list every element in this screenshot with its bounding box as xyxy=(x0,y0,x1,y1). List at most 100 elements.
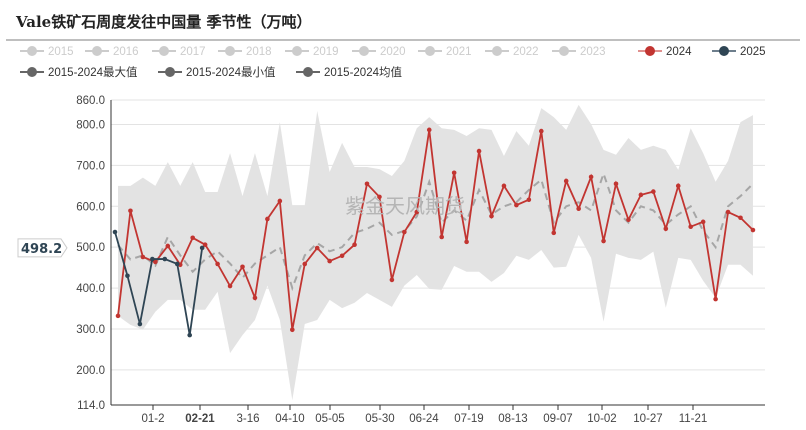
data-point-2024 xyxy=(202,242,208,248)
legend-label: 2015 xyxy=(48,46,74,58)
plot-area xyxy=(112,104,756,401)
x-tick-label: 02-21 xyxy=(185,413,215,425)
legend-item-2016[interactable]: 2016 xyxy=(85,46,139,58)
legend-marker xyxy=(225,46,235,56)
legend-marker xyxy=(645,46,655,56)
data-point-2024 xyxy=(290,327,295,333)
legend-marker xyxy=(559,46,569,56)
legend-item-2019[interactable]: 2019 xyxy=(285,46,339,58)
data-point-2024 xyxy=(738,215,743,221)
data-point-2024 xyxy=(389,277,395,283)
data-point-2024 xyxy=(576,206,581,212)
legend-item-2021[interactable]: 2021 xyxy=(418,46,472,58)
data-point-2024 xyxy=(713,296,718,302)
legend-item-2015-2024最小值[interactable]: 2015-2024最小值 xyxy=(158,66,276,79)
x-tick-label: 07-19 xyxy=(454,413,483,425)
legend-item-2025[interactable]: 2025 xyxy=(712,46,766,58)
data-point-2024 xyxy=(314,245,320,251)
y-tick-label: 114.0 xyxy=(77,400,105,412)
y-tick-label: 800.0 xyxy=(76,120,105,132)
data-point-2024 xyxy=(613,181,619,187)
legend-label: 2017 xyxy=(180,46,206,58)
legend-item-2015[interactable]: 2015 xyxy=(20,46,74,58)
data-point-2024 xyxy=(190,235,195,241)
legend-item-2017[interactable]: 2017 xyxy=(152,46,206,58)
legend-item-2022[interactable]: 2022 xyxy=(485,46,539,58)
legend-marker xyxy=(719,46,729,56)
legend-label: 2015-2024最大值 xyxy=(48,65,138,79)
average-line xyxy=(117,170,754,292)
data-point-2024 xyxy=(451,170,457,176)
data-point-2025 xyxy=(150,256,155,262)
legend-item-2015-2024均值[interactable]: 2015-2024均值 xyxy=(296,66,402,79)
axes: 860.0 800.0 700.0 600.0 500.0 400.0 300.0 200.0… xyxy=(17,95,765,425)
data-point-2024 xyxy=(688,224,693,230)
legend-label: 2015-2024最小值 xyxy=(186,66,276,79)
data-point-2024 xyxy=(489,213,494,219)
legend-item-2024[interactable]: 2024 xyxy=(638,46,692,58)
legend-label: 2025 xyxy=(740,46,766,58)
value-label: 498.2 xyxy=(21,242,62,257)
legend-label: 2020 xyxy=(380,46,406,58)
x-tick-label: 09-07 xyxy=(543,413,572,425)
data-point-2024 xyxy=(402,229,407,235)
data-point-2024 xyxy=(227,283,233,289)
watermark: 紫金天风期货 xyxy=(345,194,465,218)
data-point-2024 xyxy=(252,295,258,301)
legend-item-2023[interactable]: 2023 xyxy=(552,46,606,58)
y-tick-label: 500.0 xyxy=(76,242,105,254)
y-tick-label: 600.0 xyxy=(76,201,105,213)
legend-marker xyxy=(27,67,37,77)
x-tick-label: 10-27 xyxy=(633,413,662,425)
data-point-2025 xyxy=(174,261,180,267)
data-point-2024 xyxy=(476,148,482,154)
data-point-2024 xyxy=(638,192,644,198)
data-point-2025 xyxy=(187,332,192,338)
series-line-2025 xyxy=(114,231,204,336)
legend-marker xyxy=(359,46,369,56)
y-tick-label: 400.0 xyxy=(76,283,105,295)
x-tick-label: 10-02 xyxy=(587,413,616,425)
legend-item-2018[interactable]: 2018 xyxy=(218,46,272,58)
y-tick-label: 860.0 xyxy=(76,95,105,107)
legend-label: 2016 xyxy=(113,46,139,58)
data-point-2024 xyxy=(128,208,133,214)
data-point-2024 xyxy=(588,174,594,180)
data-point-2025 xyxy=(125,273,130,279)
data-point-2024 xyxy=(663,226,669,232)
data-point-2024 xyxy=(277,198,283,204)
data-point-2024 xyxy=(240,264,245,270)
legend-marker xyxy=(92,46,102,56)
y-tick-label: 700.0 xyxy=(76,160,105,172)
chart-title: Vale铁矿石周度发往中国量 季节性（万吨） xyxy=(15,13,311,31)
y-tick-label: 200.0 xyxy=(76,365,105,377)
data-point-2024 xyxy=(539,128,544,134)
legend-item-2015-2024最大值[interactable]: 2015-2024最大值 xyxy=(20,65,138,79)
data-point-2024 xyxy=(700,219,706,225)
x-tick-label: 01-2 xyxy=(141,413,164,425)
legend-item-2020[interactable]: 2020 xyxy=(352,46,406,58)
data-point-2024 xyxy=(439,234,445,240)
data-point-2024 xyxy=(563,178,569,184)
series-line-2024 xyxy=(117,129,754,330)
y-tick-label: 300.0 xyxy=(76,324,105,336)
legend-marker xyxy=(292,46,302,56)
legend-label: 2019 xyxy=(313,46,339,58)
data-point-2025 xyxy=(162,256,168,262)
data-point-2024 xyxy=(651,189,656,194)
x-tick-label: 05-05 xyxy=(315,413,344,425)
legend-marker xyxy=(27,46,37,56)
x-tick-label: 3-16 xyxy=(236,413,259,425)
x-tick-label: 06-24 xyxy=(409,413,439,425)
data-point-2025 xyxy=(137,321,143,327)
legend-marker xyxy=(159,46,169,56)
data-point-2024 xyxy=(352,242,357,248)
data-point-2024 xyxy=(501,183,507,189)
legend-label: 2015-2024均值 xyxy=(324,66,402,79)
legend-label: 2018 xyxy=(246,46,272,58)
x-tick-label: 11-21 xyxy=(679,413,708,425)
data-point-2024 xyxy=(526,197,532,203)
legend-marker xyxy=(165,67,175,77)
data-point-2024 xyxy=(464,239,469,245)
